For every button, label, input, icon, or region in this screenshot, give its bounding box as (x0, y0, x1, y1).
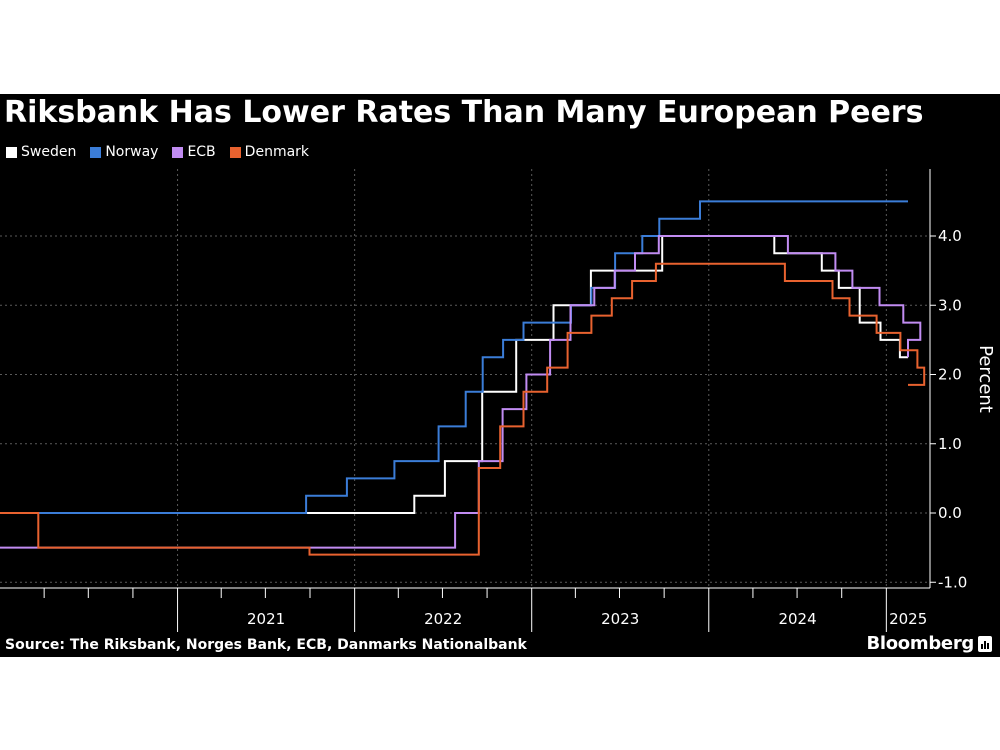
legend-item-denmark: Denmark (230, 144, 309, 160)
legend-label: Norway (105, 144, 158, 160)
series-line-norway (0, 201, 908, 513)
x-tick-label: 2021 (247, 610, 285, 628)
chart-panel: -1.0 0.0 1.0 2.0 3.0 4.0 2021 2022 2023 2024 2025 P… (0, 94, 1000, 657)
y-tick-label: 2.0 (938, 366, 962, 384)
chart-title: Riksbank Has Lower Rates Than Many Europ… (4, 95, 923, 130)
legend-label: ECB (187, 144, 215, 160)
y-tick-label: 0.0 (938, 504, 962, 522)
legend-item-sweden: Sweden (6, 144, 76, 160)
axes: -1.0 0.0 1.0 2.0 3.0 4.0 2021 2022 2023 2024 2025 P… (0, 169, 996, 632)
legend: Sweden Norway ECB Denmark (6, 144, 309, 160)
legend-item-ecb: ECB (172, 144, 215, 160)
source-note: Source: The Riksbank, Norges Bank, ECB, … (5, 637, 527, 653)
y-tick-label: 3.0 (938, 296, 962, 314)
series-lines (0, 201, 924, 554)
grid-lines (0, 169, 930, 588)
series-line-denmark (0, 264, 924, 555)
bloomberg-chart-icon (978, 636, 992, 652)
y-tick-label: 1.0 (938, 435, 962, 453)
x-tick-label: 2024 (778, 610, 816, 628)
legend-label: Sweden (21, 144, 76, 160)
legend-swatch (172, 147, 183, 158)
x-tick-label: 2022 (424, 610, 462, 628)
line-chart: -1.0 0.0 1.0 2.0 3.0 4.0 2021 2022 2023 2024 2025 P… (0, 94, 1000, 657)
legend-swatch (6, 147, 17, 158)
y-axis-title: Percent (975, 345, 996, 413)
legend-swatch (90, 147, 101, 158)
legend-item-norway: Norway (90, 144, 158, 160)
y-tick-label: -1.0 (938, 573, 967, 591)
y-tick-label: 4.0 (938, 227, 962, 245)
series-line-ecb (0, 236, 920, 548)
x-tick-label: 2023 (601, 610, 639, 628)
legend-label: Denmark (245, 144, 309, 160)
x-tick-label: 2025 (889, 610, 927, 628)
bloomberg-logo: Bloomberg (866, 633, 974, 654)
legend-swatch (230, 147, 241, 158)
